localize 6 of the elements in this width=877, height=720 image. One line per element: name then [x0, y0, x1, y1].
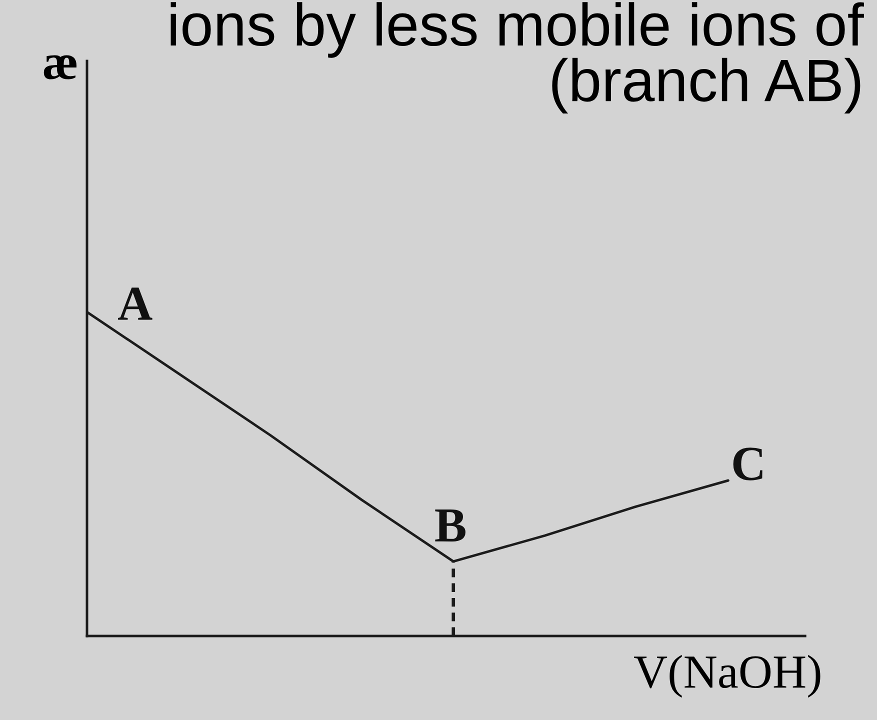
chart-title: ions by less mobile ions of (branch AB)	[170, 2, 864, 114]
annotation: A	[118, 288, 152, 320]
x-axis-title: V(NaOH)	[634, 654, 820, 698]
y-axis-title: æ	[44, 55, 76, 80]
annotation: B	[435, 510, 466, 542]
annotation: C	[733, 448, 762, 480]
